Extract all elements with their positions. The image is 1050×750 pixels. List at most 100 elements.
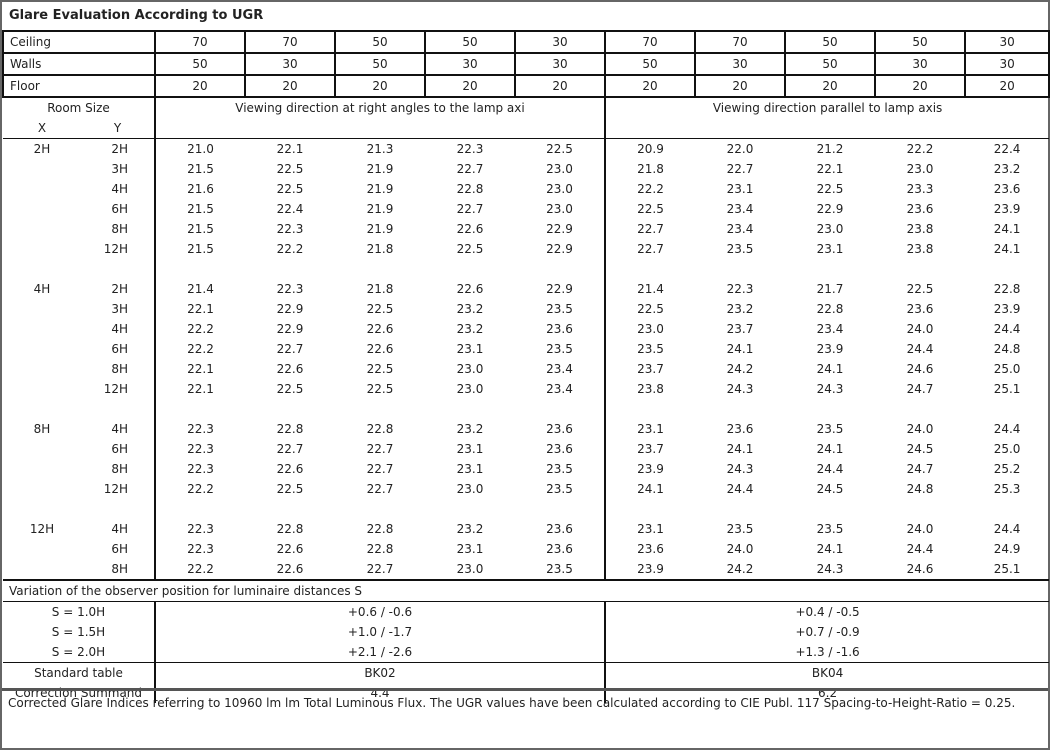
room-x xyxy=(3,339,81,359)
ugr-value: 22.5 xyxy=(604,199,695,219)
standard-table-label: Standard table xyxy=(3,662,155,683)
room-x xyxy=(3,379,81,399)
ugr-value: 24.1 xyxy=(816,542,844,556)
reflectance-value: 50 xyxy=(784,52,876,76)
table-row: 8H 21.5 22.3 21.9 22.6 22.9 22.7 23.4 23.0 23.8 24… xyxy=(3,219,1049,239)
ugr-value: 22.9 xyxy=(276,302,304,316)
ugr-value: 22.9 xyxy=(546,222,573,236)
ugr-value: 23.8 xyxy=(906,242,934,256)
ugr-value: 24.4 xyxy=(816,462,844,476)
table-row: 3H 22.1 22.9 22.5 23.2 23.5 22.5 23.2 22.8 23.6 23… xyxy=(3,299,1049,319)
table-row: 6H 22.3 22.6 22.8 23.1 23.6 23.6 24.0 24.1 24.4 24… xyxy=(3,539,1049,559)
ugr-value: 22.7 xyxy=(604,219,695,239)
reflectance-value: 20 xyxy=(334,74,426,98)
ugr-value: 24.7 xyxy=(906,382,934,396)
ugr-value: 22.5 xyxy=(366,382,394,396)
ugr-value: 22.6 xyxy=(456,222,484,236)
ugr-value: 23.4 xyxy=(546,382,573,396)
ugr-value: 23.1 xyxy=(456,462,484,476)
ugr-value: 22.7 xyxy=(366,462,394,476)
room-y: 3H xyxy=(111,162,128,176)
ugr-value: 24.3 xyxy=(726,382,754,396)
ugr-value: 23.0 xyxy=(604,319,695,339)
ugr-value: 22.9 xyxy=(546,242,573,256)
room-y: 6H xyxy=(111,442,128,456)
ugr-table: Glare Evaluation According to UGR Ceilin… xyxy=(2,2,1050,703)
ugr-value: 22.3 xyxy=(276,282,304,296)
reflectance-value: 30 xyxy=(874,52,966,76)
ugr-value: 24.2 xyxy=(726,562,754,576)
ugr-value: 23.5 xyxy=(816,522,844,536)
ugr-value: 22.5 xyxy=(276,482,304,496)
ugr-value: 21.5 xyxy=(154,159,245,179)
ugr-value: 24.9 xyxy=(993,542,1021,556)
ugr-value: 23.5 xyxy=(604,339,695,359)
ugr-value: 23.0 xyxy=(546,202,573,216)
ugr-value: 23.8 xyxy=(906,222,934,236)
ugr-value: 22.7 xyxy=(366,562,394,576)
ugr-value: 23.7 xyxy=(604,359,695,379)
standard-table-row: Standard table BK02 BK04 xyxy=(3,662,1050,683)
ugr-value: 24.3 xyxy=(816,562,844,576)
ugr-value: 24.0 xyxy=(726,542,754,556)
spacer xyxy=(603,259,1050,279)
ugr-value: 24.4 xyxy=(906,542,934,556)
spacing-label: S = 1.0H xyxy=(51,605,106,619)
reflectance-value: 50 xyxy=(874,30,966,54)
ugr-value: 22.7 xyxy=(456,202,484,216)
ugr-value: 22.2 xyxy=(154,319,245,339)
reflectance-value: 70 xyxy=(604,30,696,54)
ugr-value: 21.2 xyxy=(816,142,844,156)
ugr-value: 23.6 xyxy=(546,422,573,436)
ugr-value: 23.9 xyxy=(604,459,695,479)
ugr-value: 23.1 xyxy=(456,442,484,456)
ugr-value: 25.1 xyxy=(993,562,1021,576)
variation-right: +1.0 / -1.7 xyxy=(154,622,605,642)
ugr-value: 22.8 xyxy=(456,182,484,196)
ugr-value: 24.4 xyxy=(993,422,1021,436)
ugr-value: 24.4 xyxy=(993,322,1021,336)
ugr-value: 22.6 xyxy=(456,282,484,296)
ugr-value: 24.1 xyxy=(726,342,754,356)
ugr-value: 24.6 xyxy=(906,562,934,576)
ugr-value: 22.5 xyxy=(546,142,573,156)
footer-note: Corrected Glare Indices referring to 109… xyxy=(2,688,1048,715)
ugr-value: 21.8 xyxy=(366,282,394,296)
ugr-value: 23.6 xyxy=(993,182,1021,196)
reflectance-value: 70 xyxy=(154,30,246,54)
room-x xyxy=(3,319,81,339)
reflectance-row: Ceiling 70 70 50 50 30 70 70 50 50 30 xyxy=(2,30,1050,54)
ugr-value: 23.4 xyxy=(726,222,754,236)
spacer xyxy=(154,259,605,279)
table-row: 6H 22.3 22.7 22.7 23.1 23.6 23.7 24.1 24.1 24.5 25… xyxy=(3,439,1049,459)
room-y: 4H xyxy=(111,522,128,536)
ugr-value: 23.6 xyxy=(546,442,573,456)
ugr-value: 22.9 xyxy=(816,202,844,216)
ugr-value: 24.7 xyxy=(906,462,934,476)
ugr-value: 25.3 xyxy=(993,482,1021,496)
ugr-value: 23.5 xyxy=(546,342,573,356)
ugr-value: 23.0 xyxy=(456,382,484,396)
ugr-value: 23.9 xyxy=(993,202,1021,216)
ugr-value: 22.9 xyxy=(276,322,304,336)
reflectance-row: Floor 20 20 20 20 20 20 20 20 20 20 xyxy=(2,74,1050,98)
standard-table-right: BK02 xyxy=(154,662,605,683)
ugr-value: 22.3 xyxy=(154,459,245,479)
ugr-value: 23.0 xyxy=(816,222,844,236)
reflectance-value: 20 xyxy=(694,74,786,98)
spacer xyxy=(603,399,1050,419)
ugr-value: 23.6 xyxy=(906,202,934,216)
reflectance-value: 20 xyxy=(154,74,246,98)
ugr-value: 23.2 xyxy=(456,302,484,316)
variation-row: S = 1.5H +1.0 / -1.7 +0.7 / -0.9 xyxy=(3,622,1050,642)
ugr-value: 24.6 xyxy=(906,362,934,376)
ugr-value: 22.3 xyxy=(456,142,484,156)
spacing-label: S = 2.0H xyxy=(51,645,106,659)
reflectance-value: 50 xyxy=(334,30,426,54)
room-y: 6H xyxy=(111,342,128,356)
table-row: 3H 21.5 22.5 21.9 22.7 23.0 21.8 22.7 22.1 23.0 23… xyxy=(3,159,1049,179)
ugr-value: 23.2 xyxy=(993,162,1021,176)
variation-right: +0.6 / -0.6 xyxy=(154,601,605,622)
ugr-value: 22.2 xyxy=(154,339,245,359)
